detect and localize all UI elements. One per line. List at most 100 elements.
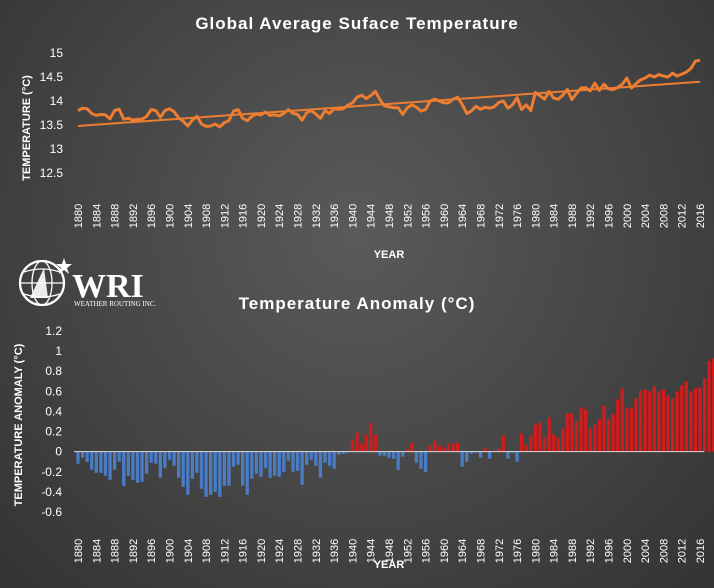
y-tick-label: 0.4 [45,404,62,418]
anomaly-bar [437,445,441,452]
anomaly-bar [94,451,98,473]
anomaly-bar [657,391,661,452]
star-icon [56,258,72,274]
anomaly-bar [341,451,345,454]
x-tick-label: 1980 [530,204,542,228]
x-tick-label: 1984 [549,539,561,563]
anomaly-bar [524,444,528,452]
anomaly-bar [455,442,460,452]
anomaly-bar [597,419,602,452]
x-tick-label: 1916 [238,204,250,228]
anomaly-bar [140,451,144,482]
x-tick-label: 2012 [677,539,689,563]
anomaly-bar [670,398,675,452]
line-chart-x-axis-label: YEAR [374,249,405,261]
anomaly-bar [442,447,446,452]
line-chart-plot [77,58,701,129]
y-tick-label: 12.5 [40,166,64,180]
anomaly-bar [378,451,382,456]
temperature-series-line [77,58,701,129]
x-tick-label: 1972 [494,539,506,563]
anomaly-bar [323,451,327,463]
anomaly-bar [122,451,126,486]
anomaly-bar [190,451,194,479]
x-tick-label: 1904 [183,539,195,563]
anomaly-bar [144,451,149,474]
anomaly-bar [350,439,355,452]
anomaly-bar [693,388,698,452]
anomaly-bar [208,451,213,495]
x-tick-label: 1936 [329,539,341,563]
bar-chart-x-axis-label: YEAR [374,559,405,571]
x-tick-label: 1928 [293,539,305,563]
anomaly-bar [186,451,190,495]
x-tick-label: 1996 [604,204,616,228]
anomaly-bar [634,398,638,452]
anomaly-bar [401,451,405,457]
anomaly-bar [149,451,153,463]
anomaly-bar [112,451,117,470]
anomaly-bar [295,451,300,471]
x-tick-label: 1912 [219,204,231,228]
x-tick-label: 1976 [512,204,524,228]
anomaly-bar [574,421,579,452]
anomaly-bar [76,451,80,464]
x-tick-label: 1924 [274,204,286,228]
x-tick-label: 1908 [201,204,213,228]
anomaly-bar [593,424,597,452]
x-tick-label: 1952 [402,539,414,563]
anomaly-bar [552,434,556,452]
anomaly-bar [277,451,281,477]
x-tick-label: 1948 [384,539,396,563]
anomaly-bar [588,428,592,452]
x-tick-label: 1992 [585,539,597,563]
anomaly-bar [176,451,181,478]
anomaly-bar [469,451,473,454]
x-tick-label: 1900 [164,539,176,563]
anomaly-bar [218,451,222,497]
anomaly-bar [346,451,350,453]
y-tick-label: 14.5 [40,70,64,84]
anomaly-bar [542,437,547,452]
x-tick-label: 1988 [567,539,579,563]
anomaly-bar [250,451,254,479]
y-tick-label: 0.8 [45,364,62,378]
x-tick-label: 2000 [622,204,634,228]
x-tick-label: 1928 [293,204,305,228]
anomaly-bar [213,451,217,492]
anomaly-bar [245,451,249,495]
x-tick-label: 1968 [475,204,487,228]
anomaly-bar [369,422,373,452]
anomaly-bar [259,451,263,477]
bar-chart-y-axis-label: TEMPERATURE ANOMALY (°C) [13,343,25,506]
x-tick-label: 1948 [384,204,396,228]
anomaly-bar [231,451,236,467]
anomaly-bar [565,413,570,452]
x-tick-label: 1944 [366,539,378,563]
x-tick-label: 1960 [439,539,451,563]
y-tick-label: 0.6 [45,384,62,398]
anomaly-bar [684,381,688,452]
x-tick-label: 1988 [567,204,579,228]
anomaly-bar [529,435,533,452]
anomaly-bar [538,422,542,452]
anomaly-bar [291,451,295,472]
anomaly-bar [492,450,496,452]
x-tick-label: 1920 [256,539,268,563]
x-tick-label: 1892 [128,204,140,228]
anomaly-bar [433,440,437,452]
anomaly-bar [570,413,574,452]
anomaly-bar [405,449,409,452]
y-tick-label: -0.4 [41,485,62,499]
y-tick-label: 13.5 [40,118,64,132]
anomaly-bar [629,408,634,452]
anomaly-bar [309,451,313,460]
x-tick-label: 2008 [658,539,670,563]
y-tick-label: 13 [50,142,64,156]
anomaly-bar [620,388,624,452]
anomaly-bar [103,451,108,476]
anomaly-bar [702,378,707,452]
temperature-line-chart: Global Average Suface Temperature 12.5 13… [21,14,707,261]
anomaly-bar [199,451,204,489]
